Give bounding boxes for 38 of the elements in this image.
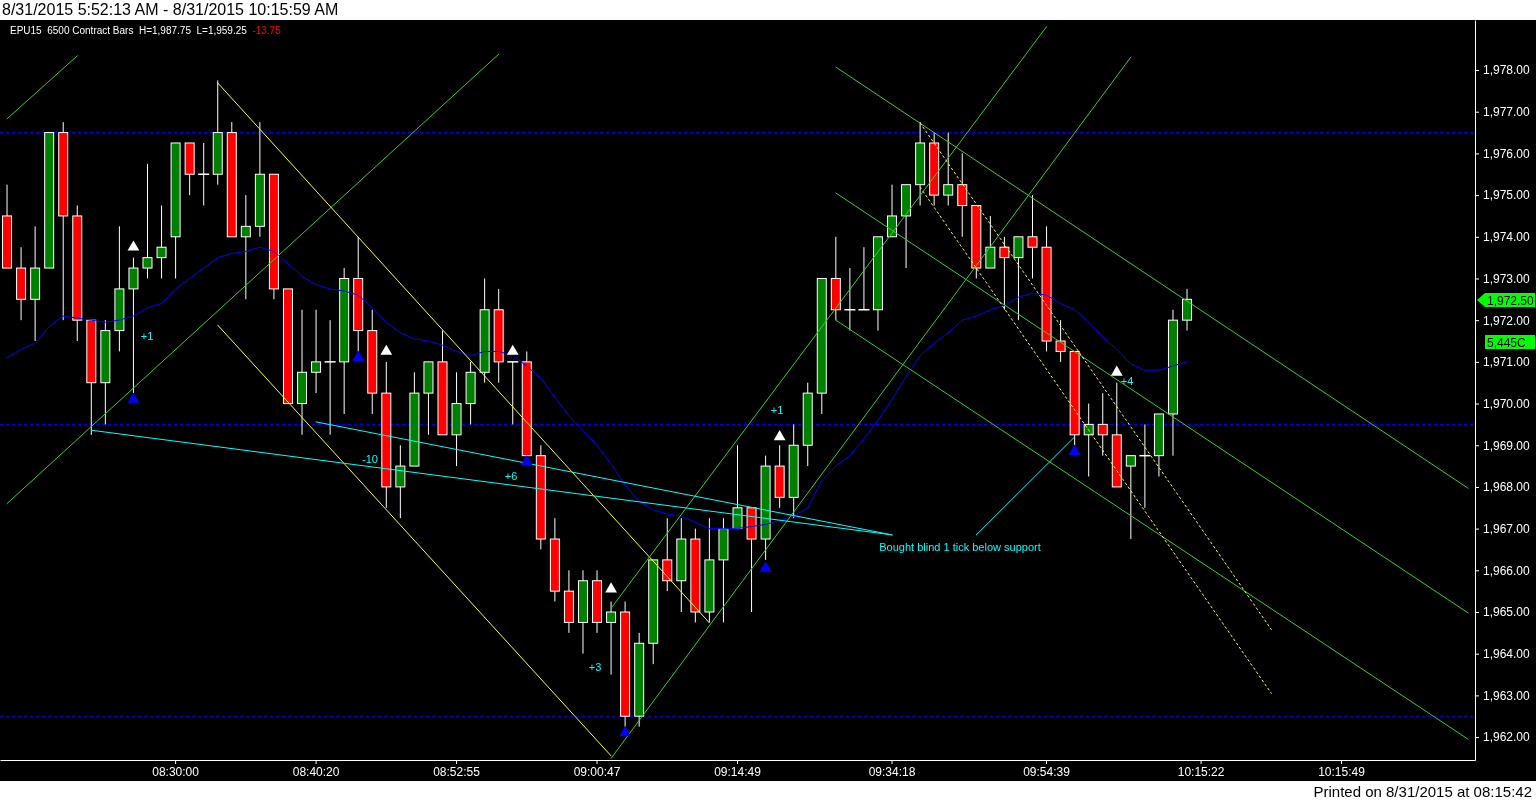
y-tick-label: 1,969.00	[1483, 438, 1531, 453]
annotation: +3	[588, 661, 602, 673]
text: Printed on 8/31/2015 at 08:15:42	[1313, 783, 1532, 800]
x-tick-label: 09:14:49	[714, 764, 762, 779]
y-tick-label: 1,966.00	[1483, 563, 1531, 578]
y-tick-label: 1,963.00	[1483, 688, 1531, 703]
y-tick-label: 1,965.00	[1483, 605, 1531, 620]
y-tick-label: 1,968.00	[1483, 480, 1531, 495]
x-tick-label: 09:00:47	[573, 764, 621, 779]
y-tick-label: 1,977.00	[1483, 105, 1531, 120]
annotation: +4	[1120, 375, 1134, 387]
x-tick-label: 09:34:18	[868, 764, 916, 779]
chart-title: 8/31/2015 5:52:13 AM - 8/31/2015 10:15:59 AM	[2, 1, 339, 18]
annotation: +1	[770, 404, 784, 416]
y-tick-label: 1,972.00	[1483, 313, 1531, 328]
x-tick-label: 09:54:39	[1023, 764, 1071, 779]
y-tick-label: 1,970.00	[1483, 396, 1531, 411]
y-tick-label: 1,974.00	[1483, 230, 1531, 245]
y-tick-label: 1,973.00	[1483, 271, 1531, 286]
y-tick-label: 1,975.00	[1483, 188, 1531, 203]
annotation: Bought blind 1 tick below support	[879, 541, 1041, 553]
annotation: -10	[362, 453, 378, 465]
text: 5,445C	[1487, 335, 1527, 350]
y-tick-label: 1,967.00	[1483, 521, 1531, 536]
y-tick-label: 1,971.00	[1483, 355, 1531, 370]
text: 1,972.50	[1487, 293, 1535, 308]
x-tick-label: 08:52:55	[433, 764, 481, 779]
y-tick-label: 1,962.00	[1483, 730, 1531, 745]
x-tick-label: 08:30:00	[152, 764, 200, 779]
y-tick-label: 1,978.00	[1483, 63, 1531, 78]
annotation: +6	[504, 470, 518, 482]
chart-subtitle: EPU15 6500 Contract Bars H=1,987.75 L=1,959.25 -13.75	[10, 25, 282, 36]
x-tick-label: 10:15:22	[1177, 764, 1225, 779]
x-tick-label: 08:40:20	[292, 764, 340, 779]
x-tick-label: 10:15:49	[1318, 764, 1366, 779]
y-tick-label: 1,976.00	[1483, 146, 1531, 161]
y-tick-label: 1,964.00	[1483, 647, 1531, 662]
annotation: +1	[140, 330, 154, 342]
